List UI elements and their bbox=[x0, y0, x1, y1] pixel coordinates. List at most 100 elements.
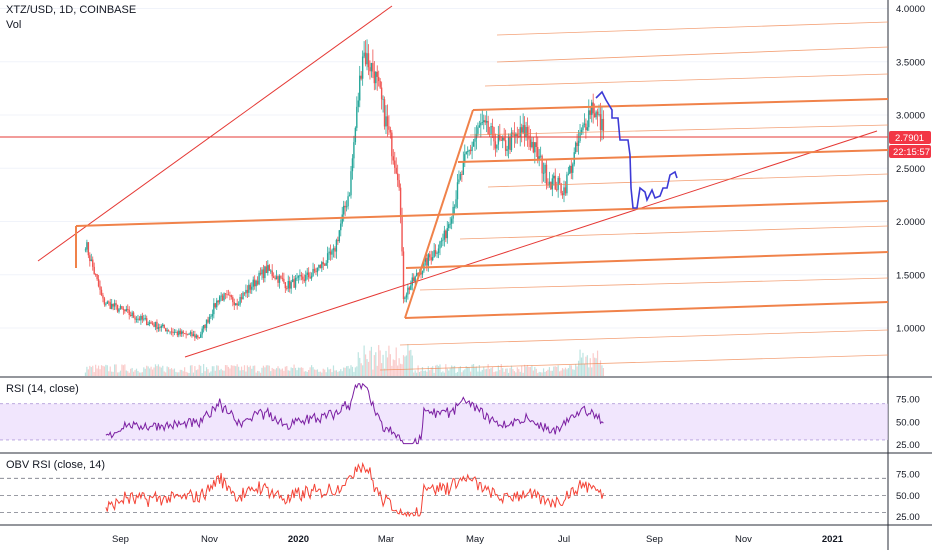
candle-body bbox=[484, 120, 486, 123]
candle-body bbox=[522, 125, 524, 133]
volume-bar bbox=[102, 365, 104, 376]
candle-body bbox=[129, 314, 132, 316]
volume-bar bbox=[531, 365, 533, 376]
candle-body bbox=[452, 206, 454, 219]
volume-bar bbox=[168, 367, 170, 376]
volume-bar bbox=[227, 366, 230, 376]
last-price-text: 2.7901 bbox=[895, 133, 924, 144]
candle-body bbox=[383, 99, 386, 127]
volume-bar bbox=[175, 371, 177, 376]
volume-bar bbox=[402, 355, 405, 376]
candle-body bbox=[353, 142, 355, 159]
candle-body bbox=[326, 253, 329, 263]
volume-bar bbox=[573, 369, 575, 376]
volume-bar bbox=[143, 367, 145, 376]
candle-body bbox=[213, 303, 215, 315]
volume-bar bbox=[458, 367, 460, 376]
candle-body bbox=[542, 172, 545, 174]
volume-bar bbox=[446, 368, 448, 376]
volume-bar bbox=[87, 369, 89, 376]
volume-bar bbox=[262, 365, 265, 376]
volume-bar bbox=[528, 366, 530, 376]
candle-body bbox=[351, 158, 354, 172]
volume-bar bbox=[309, 367, 311, 376]
candle-body bbox=[375, 71, 377, 84]
candle-body bbox=[480, 122, 482, 126]
volume-bar bbox=[334, 370, 336, 376]
volume-bar bbox=[397, 365, 399, 376]
volume-bar bbox=[238, 366, 240, 376]
volume-bar bbox=[335, 370, 337, 376]
candle-body bbox=[510, 132, 513, 151]
candle-body bbox=[270, 270, 272, 272]
volume-bar bbox=[284, 366, 286, 376]
candle-body bbox=[100, 289, 103, 296]
candle-body bbox=[531, 141, 533, 147]
candle-body bbox=[569, 165, 571, 174]
candle-body bbox=[459, 174, 462, 180]
volume-bar bbox=[477, 371, 479, 376]
volume-bar bbox=[575, 364, 577, 376]
volume-bar bbox=[379, 350, 381, 376]
candle-body bbox=[275, 276, 278, 280]
volume-bar bbox=[245, 371, 247, 376]
volume-bar bbox=[226, 365, 228, 376]
candle-body bbox=[312, 268, 314, 276]
candle-body bbox=[134, 317, 136, 320]
time-tick-label: Sep bbox=[112, 534, 129, 545]
candle-body bbox=[461, 174, 463, 175]
candle-body bbox=[580, 129, 583, 133]
rsi-tick-label: 75.00 bbox=[896, 395, 920, 406]
volume-bar bbox=[271, 367, 273, 376]
volume-bar bbox=[525, 366, 527, 376]
candle-body bbox=[310, 275, 313, 279]
volume-bar bbox=[370, 346, 373, 376]
volume-bar bbox=[548, 367, 551, 376]
candle-body bbox=[103, 298, 106, 305]
volume-bar bbox=[373, 355, 375, 376]
volume-bar bbox=[182, 371, 184, 376]
volume-bar bbox=[111, 371, 113, 376]
volume-bar bbox=[300, 367, 302, 376]
volume-bar bbox=[453, 365, 456, 376]
pitchfork-line bbox=[75, 200, 889, 227]
volume-bar bbox=[172, 369, 174, 376]
candle-body bbox=[513, 133, 516, 137]
price-tick-label: 3.0000 bbox=[896, 111, 925, 122]
volume-bar bbox=[86, 366, 88, 376]
volume-bar bbox=[509, 368, 511, 376]
candle-body bbox=[458, 179, 460, 183]
candle-body bbox=[319, 264, 322, 269]
candle-body bbox=[175, 331, 177, 333]
volume-bar bbox=[383, 368, 386, 376]
volume-bar bbox=[551, 370, 553, 376]
candle-body bbox=[297, 275, 300, 278]
volume-bar bbox=[354, 367, 356, 376]
candle-body bbox=[496, 144, 498, 149]
volume-bar bbox=[576, 366, 578, 376]
candle-body bbox=[305, 274, 307, 281]
volume-bar bbox=[118, 372, 120, 376]
candle-body bbox=[551, 178, 554, 190]
candle-body bbox=[598, 114, 600, 115]
volume-bar bbox=[375, 352, 377, 376]
volume-bar bbox=[585, 356, 587, 376]
candle-body bbox=[560, 183, 562, 194]
volume-bar bbox=[452, 366, 454, 376]
candle-body bbox=[378, 76, 380, 82]
candle-body bbox=[426, 257, 428, 266]
candle-body bbox=[141, 315, 144, 320]
volume-bar bbox=[186, 372, 189, 376]
candle-body bbox=[373, 71, 376, 84]
volume-bar bbox=[93, 372, 95, 376]
candle-body bbox=[318, 264, 320, 268]
volume-bar bbox=[151, 369, 154, 376]
candle-body bbox=[233, 302, 235, 306]
candle-body bbox=[367, 53, 370, 68]
volume-bar bbox=[261, 367, 263, 376]
volume-bar bbox=[414, 370, 416, 376]
candle-body bbox=[599, 114, 602, 130]
volume-bar bbox=[205, 367, 208, 376]
candle-body bbox=[500, 139, 502, 141]
